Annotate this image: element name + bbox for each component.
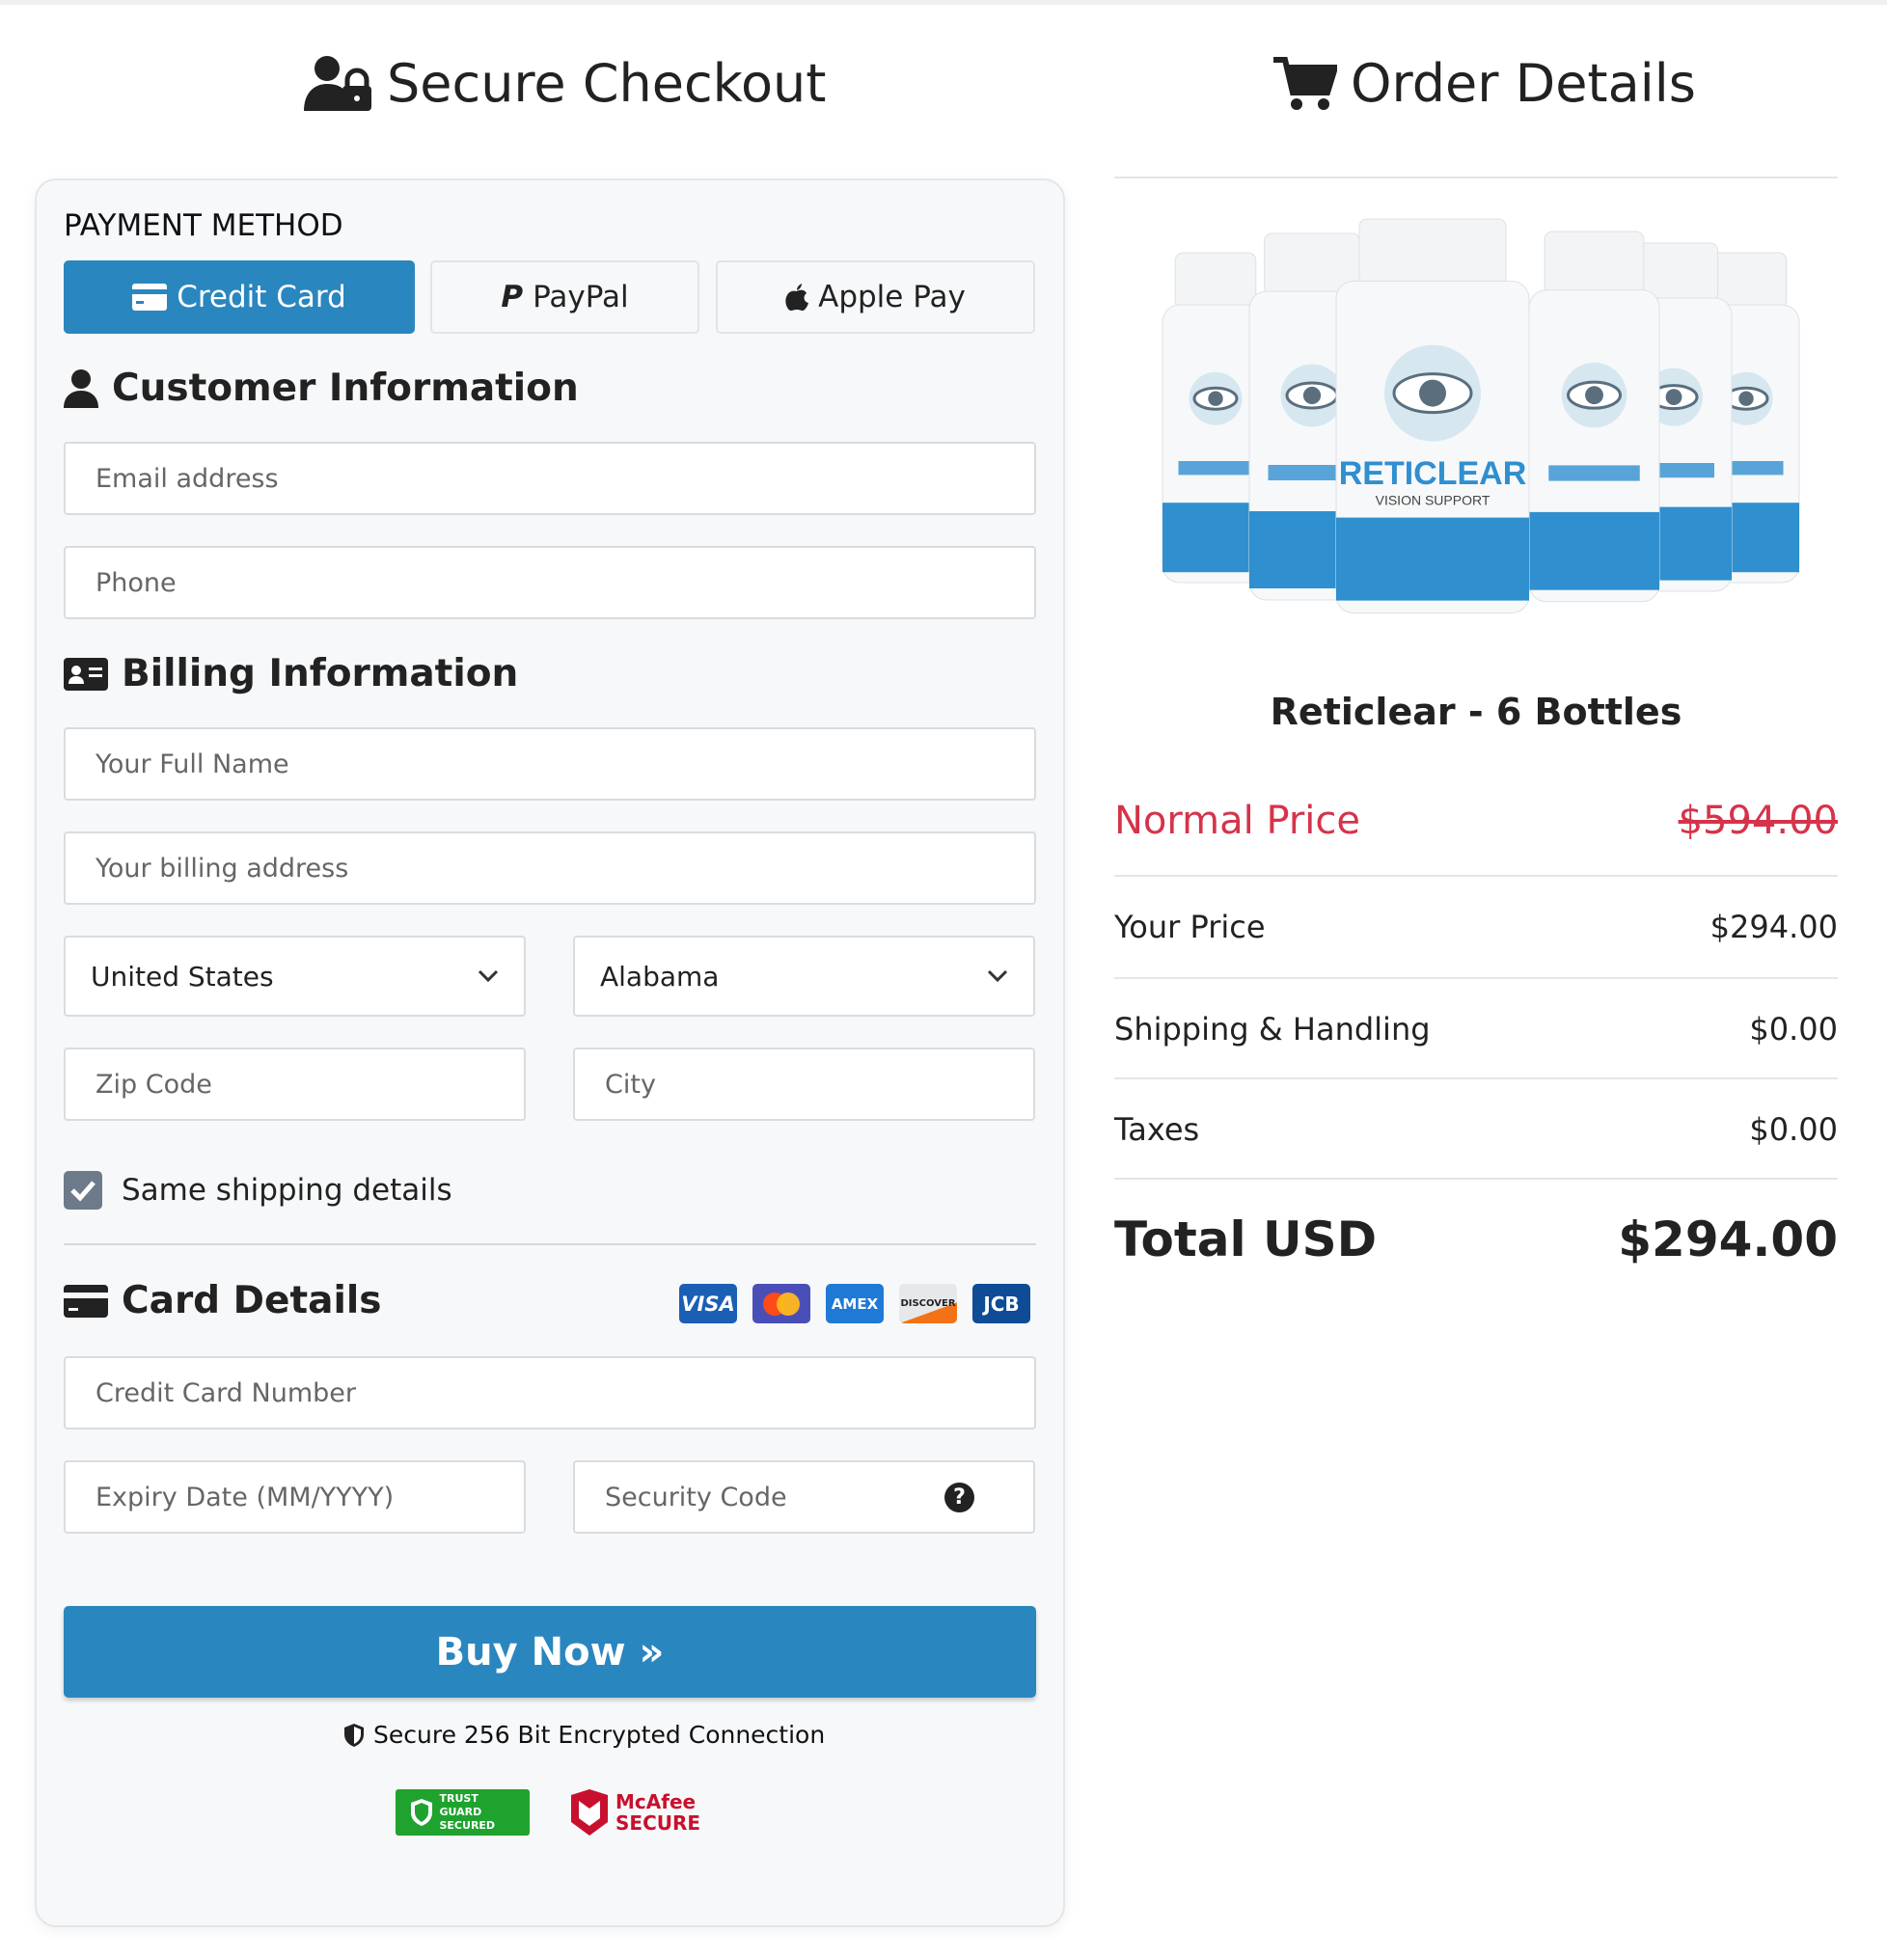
bottle xyxy=(1162,252,1270,584)
top-border xyxy=(0,0,1887,5)
user-lock-icon xyxy=(304,55,371,111)
bottle-label: RETICLEAR xyxy=(1339,455,1527,492)
user-icon xyxy=(64,368,98,408)
trust-guard-text: TRUST GUARD SECURED xyxy=(439,1792,496,1832)
shipping-value: $0.00 xyxy=(1749,1011,1838,1048)
card-details-title: Card Details xyxy=(122,1279,382,1322)
credit-card-icon xyxy=(132,284,168,311)
billing-info-heading: Billing Information xyxy=(64,652,518,695)
mcafee-shield-icon xyxy=(571,1789,608,1836)
row-divider xyxy=(1114,1077,1838,1079)
order-title: Order Details xyxy=(1351,53,1696,114)
your-price-label: Your Price xyxy=(1114,909,1266,945)
mcafee-text: McAfee SECURE xyxy=(615,1790,701,1835)
chevron-down-icon xyxy=(478,969,499,983)
city-input[interactable]: City xyxy=(573,1048,1035,1121)
billing-info-title: Billing Information xyxy=(122,652,519,695)
row-divider xyxy=(1114,875,1838,877)
divider xyxy=(64,1243,1036,1245)
chevron-down-icon xyxy=(987,969,1008,983)
normal-price-label: Normal Price xyxy=(1114,799,1361,843)
row-divider xyxy=(1114,1178,1838,1180)
customer-info-title: Customer Information xyxy=(112,367,579,410)
credit-card-icon xyxy=(64,1284,108,1318)
check-icon xyxy=(70,1181,96,1202)
same-shipping-label[interactable]: Same shipping details xyxy=(122,1173,452,1208)
taxes-value: $0.00 xyxy=(1749,1111,1838,1148)
help-icon[interactable]: ? xyxy=(944,1483,974,1512)
state-select[interactable]: Alabama xyxy=(573,936,1035,1017)
customer-info-heading: Customer Information xyxy=(64,367,579,410)
amex-icon: AMEX xyxy=(826,1284,884,1323)
card-details-heading: Card Details xyxy=(64,1279,381,1322)
zip-input[interactable]: Zip Code xyxy=(64,1048,526,1121)
total-value: $294.00 xyxy=(1618,1211,1838,1267)
bottle xyxy=(1528,231,1660,603)
paypal-tab[interactable]: P PayPal xyxy=(430,260,699,334)
apple-pay-tab[interactable]: Apple Pay xyxy=(716,260,1035,334)
checkout-title: Secure Checkout xyxy=(387,53,827,114)
security-code-placeholder: Security Code xyxy=(605,1482,787,1512)
mastercard-icon xyxy=(752,1284,810,1323)
jcb-icon: JCB xyxy=(972,1284,1030,1323)
product-name: Reticlear - 6 Bottles xyxy=(1270,691,1682,733)
your-price-row: Your Price $294.00 xyxy=(1114,909,1838,945)
order-heading: Order Details xyxy=(1273,53,1696,114)
shield-icon xyxy=(344,1723,364,1747)
normal-price-value: $594.00 xyxy=(1678,799,1838,843)
email-input[interactable]: Email address xyxy=(64,442,1036,515)
normal-price-row: Normal Price $594.00 xyxy=(1114,799,1838,843)
your-price-value: $294.00 xyxy=(1709,909,1838,945)
secure-text: Secure 256 Bit Encrypted Connection xyxy=(373,1721,826,1749)
expiry-input[interactable]: Expiry Date (MM/YYYY) xyxy=(64,1460,526,1534)
apple-icon xyxy=(785,284,809,311)
cart-icon xyxy=(1273,56,1337,110)
total-row: Total USD $294.00 xyxy=(1114,1211,1838,1267)
phone-input[interactable]: Phone xyxy=(64,546,1036,619)
credit-card-label: Credit Card xyxy=(177,280,346,314)
same-shipping-checkbox[interactable] xyxy=(64,1171,102,1210)
bottle-sub: VISION SUPPORT xyxy=(1376,493,1490,508)
full-name-input[interactable]: Your Full Name xyxy=(64,727,1036,801)
country-select[interactable]: United States xyxy=(64,936,526,1017)
total-label: Total USD xyxy=(1114,1211,1378,1267)
shipping-row: Shipping & Handling $0.00 xyxy=(1114,1011,1838,1048)
payment-method-label: PAYMENT METHOD xyxy=(64,208,343,243)
trust-guard-badge: TRUST GUARD SECURED xyxy=(396,1789,530,1836)
state-value: Alabama xyxy=(600,960,720,993)
taxes-label: Taxes xyxy=(1114,1111,1200,1148)
country-value: United States xyxy=(91,960,274,993)
shipping-label: Shipping & Handling xyxy=(1114,1011,1431,1048)
paypal-icon: P xyxy=(501,280,524,314)
taxes-row: Taxes $0.00 xyxy=(1114,1111,1838,1148)
address-card-icon xyxy=(64,657,108,691)
mcafee-badge: McAfee SECURE xyxy=(569,1789,702,1836)
lock-shield-icon xyxy=(410,1799,432,1826)
product-image: RETICLEAR VISION SUPPORT xyxy=(1162,218,1800,613)
apple-pay-label: Apple Pay xyxy=(818,280,966,314)
paypal-label: PayPal xyxy=(533,280,629,314)
card-number-input[interactable]: Credit Card Number xyxy=(64,1356,1036,1429)
visa-icon: VISA xyxy=(679,1284,737,1323)
discover-icon: DISCOVER xyxy=(899,1284,957,1323)
checkout-heading: Secure Checkout xyxy=(304,53,826,114)
buy-now-button[interactable]: Buy Now » xyxy=(64,1606,1036,1698)
credit-card-tab[interactable]: Credit Card xyxy=(64,260,415,334)
row-divider xyxy=(1114,977,1838,979)
bottle: RETICLEAR VISION SUPPORT xyxy=(1335,218,1530,613)
order-divider xyxy=(1114,177,1838,178)
billing-address-input[interactable]: Your billing address xyxy=(64,831,1036,905)
secure-connection-note: Secure 256 Bit Encrypted Connection xyxy=(342,1721,825,1749)
